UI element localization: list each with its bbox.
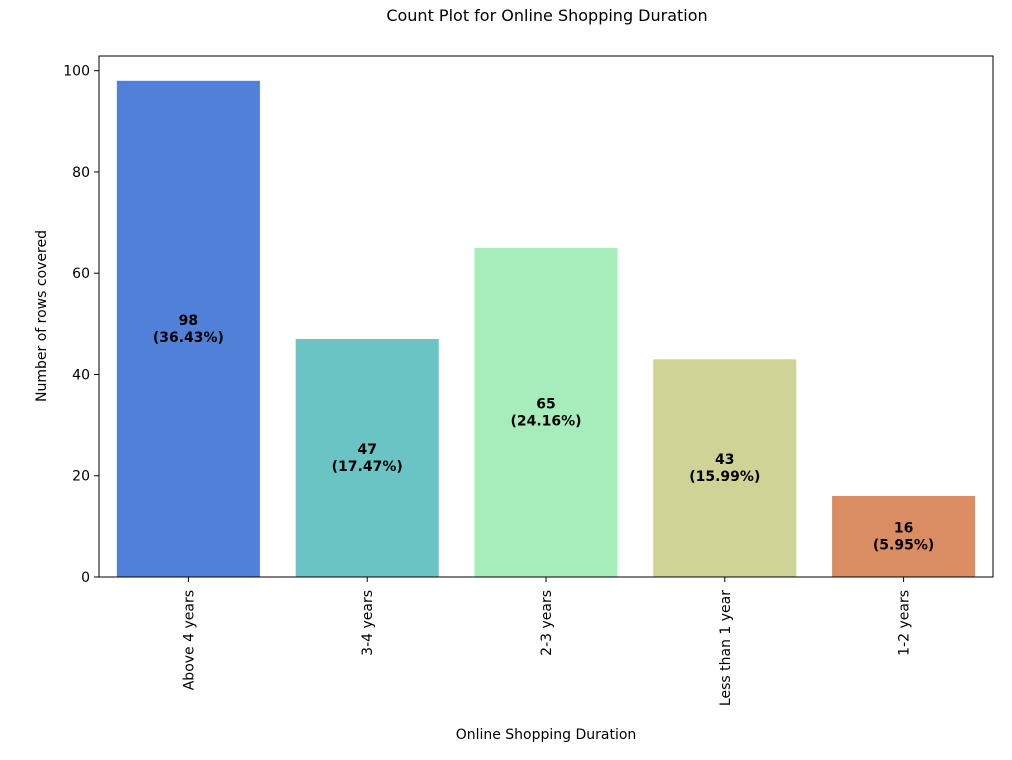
x-tick-label: 1-2 years (897, 590, 913, 656)
x-tick-label: 2-3 years (539, 590, 555, 656)
x-axis: Above 4 years 3-4 years 2-3 years Less than… (181, 577, 913, 706)
chart-title: Count Plot for Online Shopping Duration (386, 6, 707, 25)
x-tick-label: Less than 1 year (718, 590, 734, 706)
x-axis-title: Online Shopping Duration (456, 727, 637, 743)
y-axis-title: Number of rows covered (34, 230, 50, 402)
y-tick-label: 0 (81, 570, 90, 586)
bar-count-label: 98 (179, 313, 198, 329)
x-tick-label: Above 4 years (181, 590, 197, 690)
y-tick-label: 60 (72, 266, 90, 282)
bar-percent-label: (5.95%) (873, 537, 934, 553)
y-tick-label: 80 (72, 165, 90, 181)
y-axis: 0 20 40 60 80 100 (63, 64, 99, 586)
bar-percent-label: (17.47%) (332, 459, 403, 475)
y-tick-label: 40 (72, 367, 90, 383)
y-tick-label: 100 (63, 64, 90, 80)
bar-0 (116, 80, 260, 578)
y-tick-label: 20 (72, 469, 90, 485)
bar-percent-label: (24.16%) (510, 413, 581, 429)
bar-count-label: 43 (715, 452, 734, 468)
bar-3 (653, 359, 797, 577)
bar-4 (832, 495, 976, 577)
bar-percent-label: (15.99%) (689, 469, 760, 485)
bar-count-label: 16 (894, 520, 913, 536)
bars-group (116, 80, 976, 578)
bar-count-label: 65 (536, 396, 555, 412)
bar-count-label: 47 (357, 442, 376, 458)
bar-labels-group: 98(36.43%) 47(17.47%) 65(24.16%) 43(15.99%)… (153, 313, 934, 554)
x-tick-label: 3-4 years (360, 590, 376, 656)
bar-2 (474, 247, 618, 577)
bar-1 (295, 339, 439, 577)
bar-percent-label: (36.43%) (153, 330, 224, 346)
